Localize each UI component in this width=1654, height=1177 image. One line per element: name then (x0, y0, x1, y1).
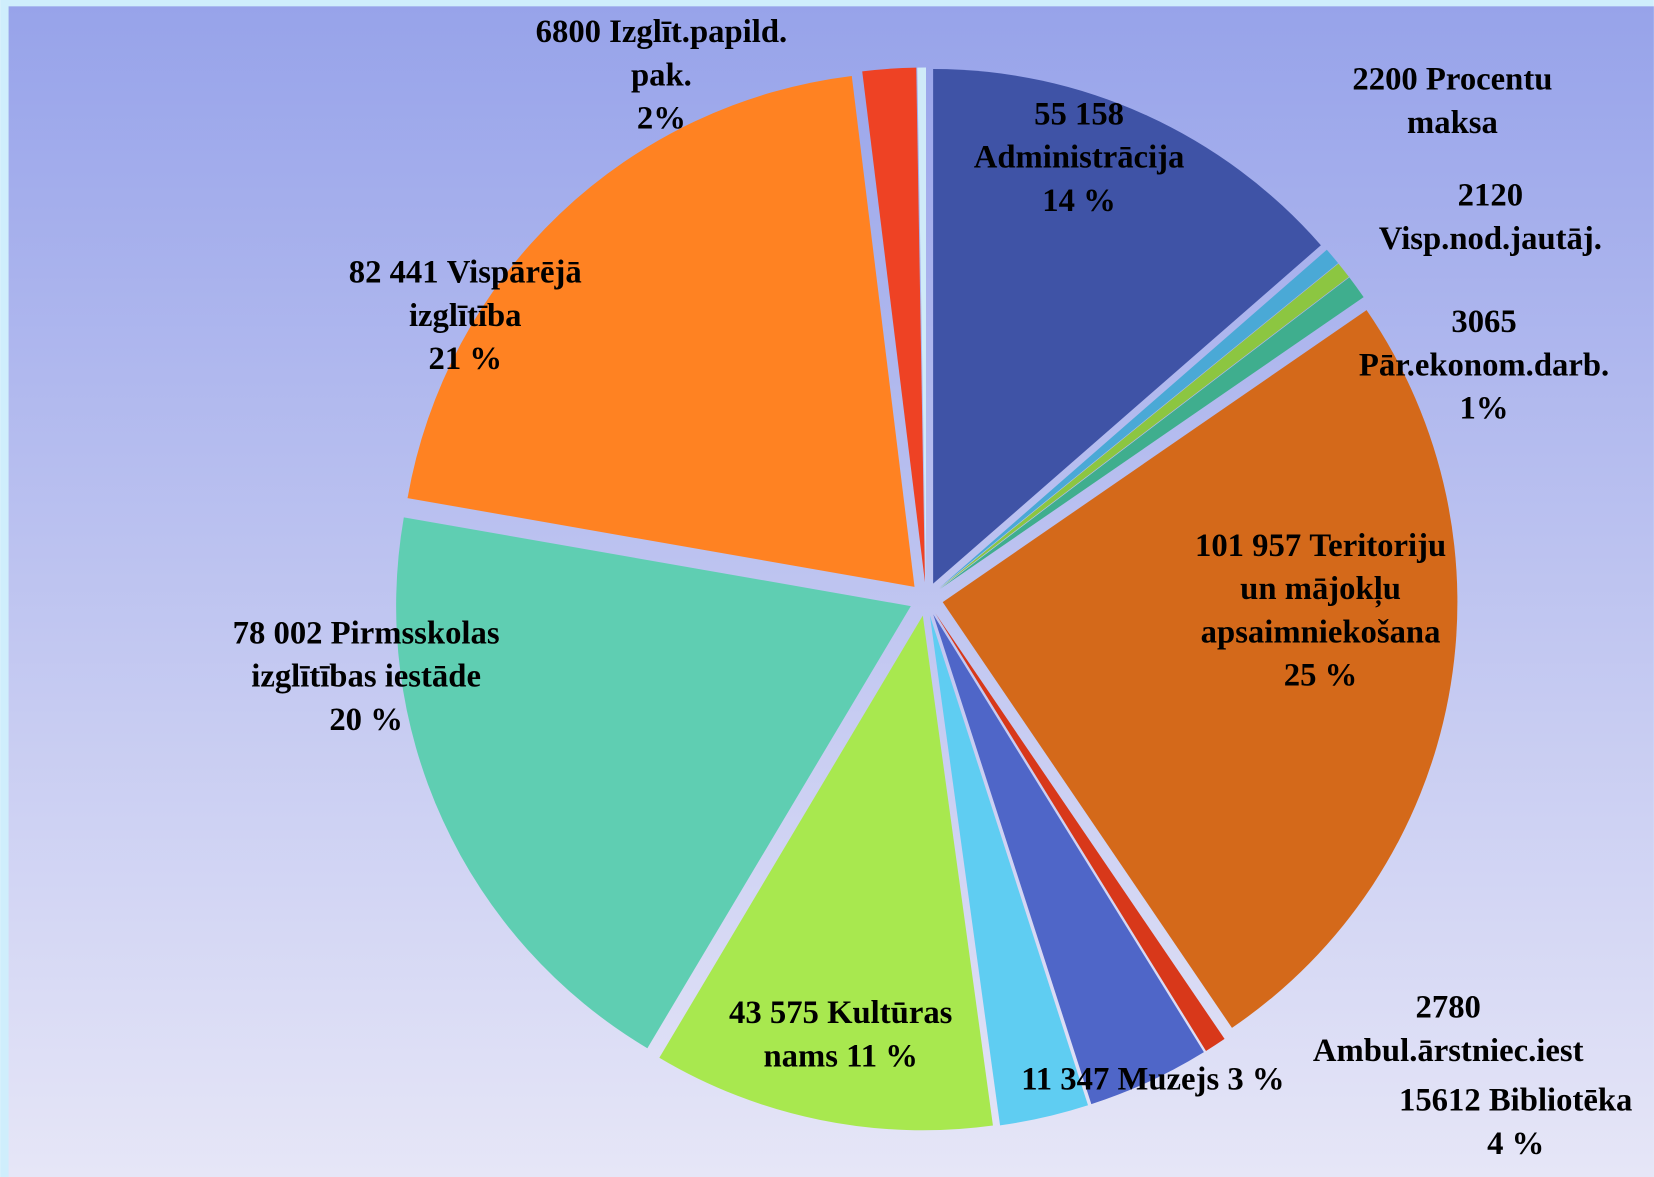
pie-slice (939, 277, 1364, 590)
label-part: 11 347 (1021, 1061, 1109, 1097)
pie-slice (396, 517, 911, 1049)
label-part: 25 % (1284, 658, 1358, 694)
label-part: 78 002 (233, 615, 323, 651)
label-part: Administrācija (974, 140, 1185, 176)
slice-label: 43 575 Kultūras nams 11 % (729, 995, 952, 1074)
label-part: 21 % (428, 341, 502, 377)
label-part: 2% (637, 101, 686, 137)
label-part: Pirmsskolas (331, 615, 500, 651)
pie-slice (929, 615, 1089, 1126)
label-part: 3065 (1451, 304, 1516, 340)
pie-slice (862, 67, 925, 583)
pie-slice (939, 249, 1339, 589)
label-part: maksa (1407, 105, 1498, 141)
label-part: 55 158 (1034, 96, 1124, 132)
label-part: 11 % (846, 1038, 918, 1074)
label-part: pak. (631, 57, 692, 93)
label-part: Kultūras (827, 995, 952, 1031)
label-part: Ambul.ārstniec.iest (1313, 1033, 1584, 1069)
label-part: 2200 (1352, 62, 1417, 98)
label-part: Teritoriju (1309, 528, 1446, 564)
slice-label: 82 441 Vispārējā izglītība 21 % (349, 255, 582, 377)
slice-label: 78 002 Pirmsskolas izglītības iestāde 20 % (233, 615, 500, 737)
slice-label: 101 957 Teritoriju un mājokļu apsaimniekoš… (1195, 528, 1446, 694)
label-part: izglītība (409, 298, 522, 334)
label-part: Visp.nod.jautāj. (1379, 221, 1602, 257)
label-part: 2780 (1416, 990, 1481, 1026)
label-part: 20 % (329, 702, 403, 738)
slice-label: 6800 Izglīt.papild. pak. 2% (536, 14, 788, 136)
pie-slice (935, 613, 1225, 1051)
label-part: un mājokļu (1240, 571, 1401, 608)
label-part: 43 575 (729, 995, 819, 1031)
pie-slice (933, 69, 1321, 584)
slice-label: 15612 Bibliotēka 4 % (1399, 1083, 1632, 1162)
pie-slice (917, 67, 926, 583)
slice-label: 11 347 Muzejs 3 % (1021, 1061, 1284, 1097)
label-part: 82 441 (349, 255, 439, 291)
label-part: Pār.ekonom.darb. (1359, 347, 1609, 383)
pie-slice (407, 75, 915, 587)
label-part: apsaimniekošana (1201, 614, 1441, 650)
label-part: 1% (1460, 391, 1509, 427)
pie-slice (939, 263, 1349, 589)
label-part: izglītības iestāde (251, 659, 481, 695)
label-part: Muzejs (1118, 1061, 1220, 1097)
slice-label: 55 158 Administrācija 14 % (974, 96, 1185, 218)
label-part: Izglīt.papild. (609, 14, 787, 50)
label-part: Vispārējā (447, 255, 582, 291)
label-part: 15612 (1399, 1083, 1481, 1119)
label-part: 4 % (1487, 1126, 1544, 1162)
slice-label: 2120 Visp.nod.jautāj. (1379, 178, 1602, 257)
slice-label: 3065 Pār.ekonom.darb. 1% (1359, 304, 1609, 426)
label-part: 3 % (1227, 1061, 1284, 1097)
label-part: 6800 (536, 14, 601, 50)
pie-slice (942, 310, 1458, 1028)
label-part: Procentu (1426, 62, 1553, 98)
label-part: 101 957 (1195, 528, 1301, 564)
label-part: Bibliotēka (1489, 1083, 1633, 1119)
label-part: nams (764, 1038, 838, 1074)
pie-slice (933, 614, 1204, 1105)
label-part: 14 % (1042, 183, 1116, 219)
pie-slice (659, 615, 993, 1131)
slice-label: 2780 Ambul.ārstniec.iest (1313, 990, 1584, 1069)
slice-label: 2200 Procentu maksa (1352, 62, 1552, 141)
label-part: 2120 (1458, 178, 1523, 214)
